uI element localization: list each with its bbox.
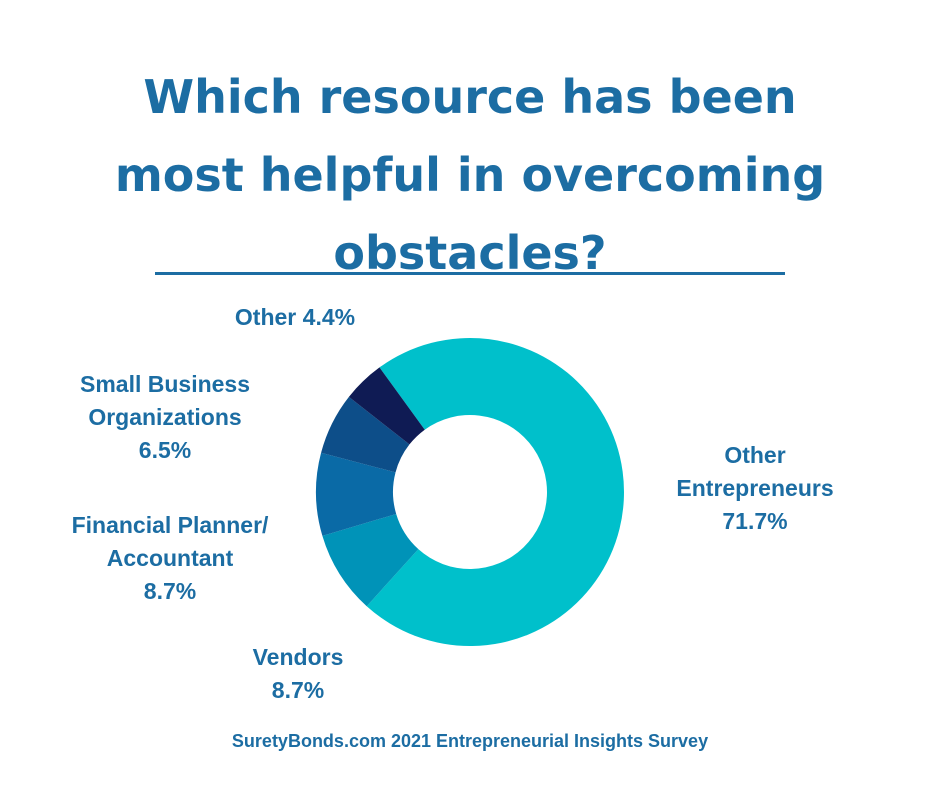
- slice-value-label: 6.5%: [138, 437, 192, 463]
- slice-label-line: Other 4.4%: [234, 304, 356, 330]
- slice-label-line: Vendors: [252, 644, 344, 670]
- slice-label-vendors: Vendors 8.7%: [198, 641, 398, 707]
- slice-financial-planner: [315, 452, 397, 536]
- slice-value-label: 71.7%: [722, 508, 788, 534]
- slice-label-line: Entrepreneurs: [676, 475, 834, 501]
- slice-value-label: 8.7%: [271, 677, 325, 703]
- slice-label-other-entrepreneurs: Other Entrepreneurs 71.7%: [655, 439, 855, 538]
- slice-label-financial-planner: Financial Planner/ Accountant 8.7%: [25, 509, 315, 608]
- slice-label-small-business-orgs: Small Business Organizations 6.5%: [30, 368, 300, 467]
- slice-value-label: 8.7%: [143, 578, 197, 604]
- slice-label-line: Small Business: [79, 371, 251, 397]
- slice-vendors: [322, 513, 419, 607]
- chart-title-line: obstacles?: [333, 226, 607, 280]
- slice-other: [348, 367, 425, 445]
- source-caption: SuretyBonds.com 2021 Entrepreneurial Ins…: [231, 731, 709, 751]
- chart-title-line: Which resource has been: [143, 70, 797, 124]
- slice-label-line: Organizations: [88, 404, 242, 430]
- slice-other-entrepreneurs: [366, 338, 624, 646]
- title-divider: [155, 272, 785, 275]
- slice-label-line: Other: [724, 442, 786, 468]
- slice-label-other: Other 4.4%: [190, 301, 400, 334]
- chart-title: Which resource has been most helpful in …: [0, 58, 940, 292]
- chart-title-line: most helpful in overcoming: [114, 148, 826, 202]
- slice-label-line: Accountant: [106, 545, 234, 571]
- slice-small-business-orgs: [321, 396, 410, 473]
- slice-label-line: Financial Planner/: [71, 512, 269, 538]
